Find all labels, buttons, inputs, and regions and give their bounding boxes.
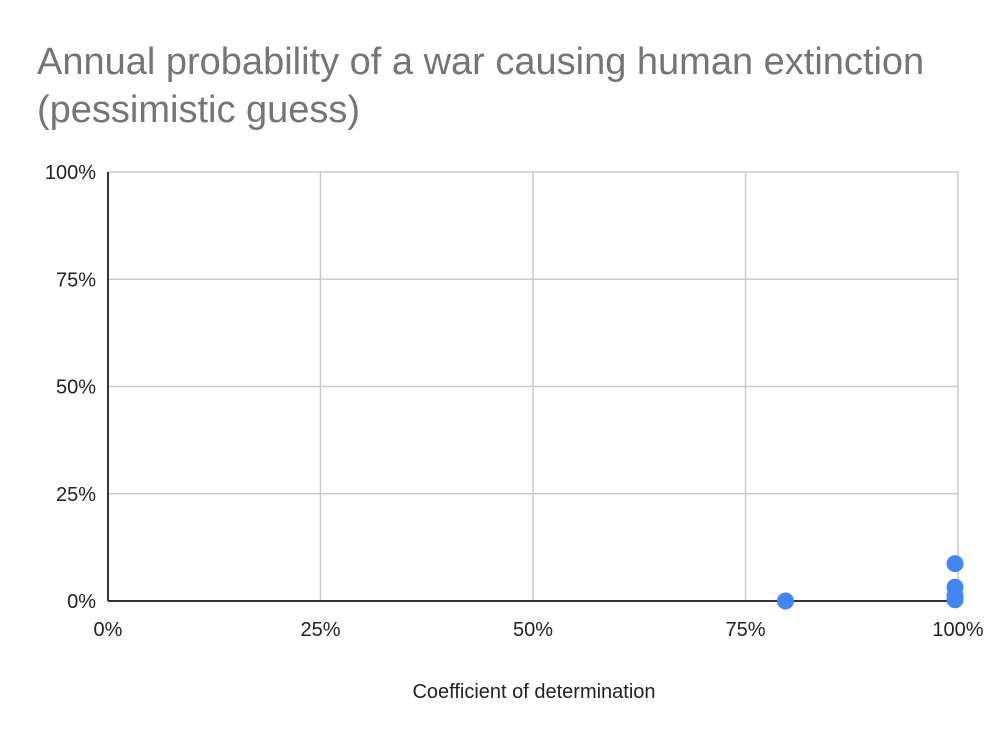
chart-title-line-1: Annual probability of a war causing huma… [37, 41, 925, 83]
data-point [776, 592, 794, 610]
x-tick-label: 0% [94, 619, 123, 641]
x-axis-label: Coefficient of determination [412, 681, 655, 703]
data-point [946, 555, 964, 573]
x-tick-label: 50% [513, 619, 553, 641]
chart-title: Annual probability of a war causing huma… [37, 38, 977, 134]
y-tick-label: 75% [56, 269, 96, 291]
chart-title-line-2: (pessimistic guess) [37, 89, 361, 131]
x-tick-label: 100% [932, 619, 983, 641]
x-tick-label: 25% [300, 619, 340, 641]
y-tick-label: 25% [56, 484, 96, 506]
y-tick-label: 0% [67, 591, 96, 613]
data-points [776, 555, 964, 610]
y-tick-label: 50% [56, 377, 96, 399]
data-point [946, 591, 964, 609]
x-tick-labels: 0% 25% 50% 75% 100% [94, 619, 984, 641]
grid-lines [108, 171, 959, 601]
y-tick-labels: 0% 25% 50% 75% 100% [45, 162, 96, 613]
axes [107, 172, 958, 602]
y-tick-label: 100% [45, 162, 96, 184]
x-tick-label: 75% [725, 619, 765, 641]
